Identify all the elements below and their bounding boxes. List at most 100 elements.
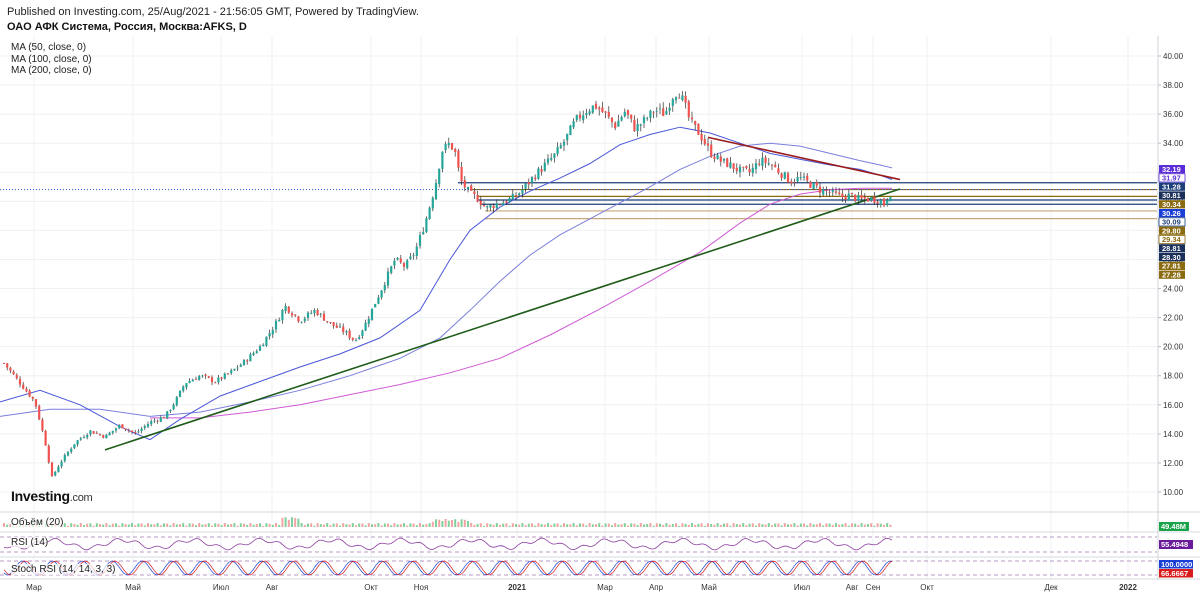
volume-bar xyxy=(236,525,239,527)
volume-bar xyxy=(825,523,828,527)
volume-bar xyxy=(687,524,690,527)
volume-bar xyxy=(348,524,351,527)
volume-bar xyxy=(316,523,319,527)
candle-body xyxy=(626,110,630,116)
volume-bar xyxy=(454,519,457,527)
volume-bar xyxy=(185,525,188,527)
candle-body xyxy=(850,192,854,194)
candle-body xyxy=(479,200,482,206)
candle-body xyxy=(447,143,450,146)
volume-bar xyxy=(870,523,873,527)
stoch-value-text: 100.0000 xyxy=(1161,560,1192,569)
candle-body xyxy=(137,431,140,433)
candle-body xyxy=(719,156,722,162)
candle-body xyxy=(41,419,44,431)
candle-body xyxy=(316,310,319,316)
volume-bar xyxy=(73,523,76,527)
candle-body xyxy=(620,116,623,121)
candle-body xyxy=(178,390,182,397)
candle-body xyxy=(60,461,63,467)
price-label: 28.30 xyxy=(1159,253,1185,262)
candle-body xyxy=(687,101,690,118)
volume-bar xyxy=(851,523,853,527)
candle-body xyxy=(73,444,76,449)
candle-body xyxy=(290,313,294,316)
candle-body xyxy=(95,433,98,434)
volume-bar xyxy=(527,523,530,527)
stoch-value-box xyxy=(1159,569,1193,578)
volume-bar xyxy=(252,524,255,527)
candle-body xyxy=(441,151,444,169)
candle-body xyxy=(338,326,342,328)
candle-body xyxy=(406,260,409,269)
price-label: 29.34 xyxy=(1158,234,1186,244)
candle-body xyxy=(879,199,882,205)
candle-body xyxy=(511,193,514,200)
volume-bar xyxy=(319,524,322,527)
legend-ma50[interactable]: MA (50, close, 0) xyxy=(11,42,87,53)
price-label: 30.09 xyxy=(1158,217,1186,227)
volume-bar xyxy=(195,525,197,527)
candle-body xyxy=(335,325,338,328)
volume-panel-label[interactable]: Объём (20) xyxy=(11,517,64,528)
candle-body xyxy=(614,122,617,129)
volume-bar xyxy=(585,525,588,527)
candle-body xyxy=(300,321,303,323)
volume-bar xyxy=(860,523,863,527)
candle-body xyxy=(2,363,6,364)
candle-body xyxy=(738,166,742,173)
volume-bar xyxy=(351,523,354,527)
candle-body xyxy=(502,202,505,206)
candle-body xyxy=(278,319,281,322)
candle-body xyxy=(588,111,591,115)
volume-bar xyxy=(383,523,386,527)
candle-body xyxy=(582,115,585,121)
price-label: 31.28 xyxy=(1159,182,1185,191)
candle-body xyxy=(886,200,889,205)
volume-bar xyxy=(406,525,409,527)
volume-value-box xyxy=(1159,522,1189,531)
candle-body xyxy=(114,428,118,431)
candle-body xyxy=(559,145,562,148)
volume-bar xyxy=(796,525,799,527)
price-label-text: 30.81 xyxy=(1162,191,1181,200)
price-label: 30.81 xyxy=(1159,191,1185,200)
candle-body xyxy=(44,430,47,446)
candle-body xyxy=(847,193,850,201)
candle-body xyxy=(236,367,239,369)
volume-bar xyxy=(358,523,361,527)
volume-bar xyxy=(476,523,479,527)
candle-body xyxy=(194,379,198,381)
candle-body xyxy=(514,195,518,197)
candle-body xyxy=(364,322,367,331)
volume-bar xyxy=(806,525,809,527)
candle-body xyxy=(518,193,521,196)
trendline-resistance xyxy=(707,136,901,181)
candle-body xyxy=(185,383,188,388)
volume-bar xyxy=(463,519,466,527)
rsi-panel-label[interactable]: RSI (14) xyxy=(11,537,49,548)
candle-body xyxy=(783,172,786,179)
candle-body xyxy=(818,186,822,193)
legend-ma100[interactable]: MA (100, close, 0) xyxy=(11,53,92,65)
legend-ma200[interactable]: MA (200, close, 0) xyxy=(11,65,92,76)
candle-body xyxy=(169,409,172,411)
volume-bar xyxy=(342,523,345,527)
volume-bar xyxy=(719,525,722,527)
volume-bar xyxy=(646,524,649,527)
candle-body xyxy=(393,260,396,266)
candle-body xyxy=(25,388,28,392)
volume-bar xyxy=(371,524,373,527)
stoch-rsi-panel-label[interactable]: Stoch RSI (14, 14, 3, 3) xyxy=(11,564,116,575)
volume-bar xyxy=(566,524,569,527)
candle-body xyxy=(166,411,169,419)
candle-body xyxy=(793,181,796,183)
candle-body xyxy=(18,379,22,385)
candle-body xyxy=(646,118,649,119)
volume-bar xyxy=(422,524,425,527)
x-tick-label: Авг xyxy=(846,583,859,592)
candle-body xyxy=(294,314,297,316)
volume-bar xyxy=(591,524,594,527)
candle-body xyxy=(764,157,767,164)
